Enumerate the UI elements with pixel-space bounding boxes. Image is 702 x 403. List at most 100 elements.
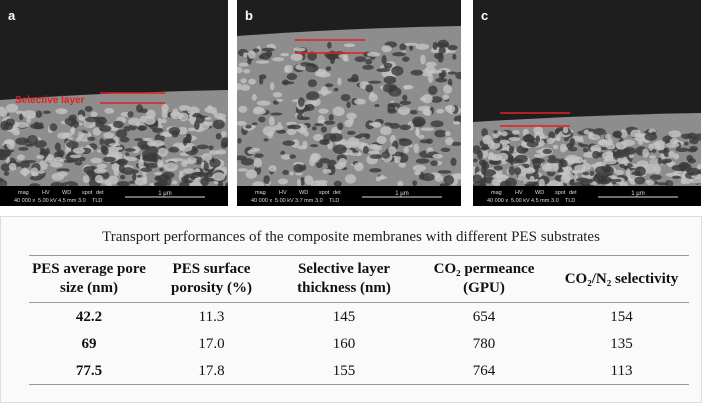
pore <box>93 167 107 174</box>
pore <box>140 167 153 173</box>
pore <box>208 145 214 150</box>
table-cell: 145 <box>332 309 356 325</box>
pore <box>204 106 217 114</box>
table-row: 42.2 11.3 145 654 154 <box>29 303 689 331</box>
pore <box>117 160 128 166</box>
pore <box>362 64 374 70</box>
pore <box>63 159 76 164</box>
pore <box>157 159 162 168</box>
pore <box>348 118 354 124</box>
pore <box>444 131 451 137</box>
pore <box>259 77 264 85</box>
pore <box>552 144 559 150</box>
pore <box>665 179 674 188</box>
pore <box>673 153 680 160</box>
pore <box>96 163 108 169</box>
pore <box>179 143 193 152</box>
pore <box>15 137 29 146</box>
info-value: TLD <box>565 198 575 204</box>
pore <box>108 143 121 147</box>
pore <box>263 138 269 142</box>
table-cell: 42.2 <box>75 309 103 325</box>
pore <box>623 147 637 155</box>
pore <box>668 150 676 158</box>
info-bar <box>237 186 461 206</box>
pore <box>410 69 424 76</box>
pore <box>436 108 445 114</box>
column-header: CO₂/N₂ selectivity <box>554 255 689 303</box>
pore <box>103 132 115 139</box>
pore <box>315 161 323 169</box>
pore <box>598 178 607 184</box>
pore <box>420 54 426 65</box>
pore <box>488 152 494 157</box>
pore <box>0 152 8 161</box>
pore <box>404 42 418 46</box>
pore <box>79 156 86 162</box>
pore <box>668 130 681 138</box>
info-value: 3.0 <box>551 198 559 204</box>
sem-image: c mag 40 000 x HV 5.00 kV WD 4.5 mm spot 3.0 det T… <box>473 0 701 206</box>
pore <box>412 119 426 127</box>
pore <box>112 120 124 129</box>
pore <box>12 129 21 136</box>
pore <box>29 175 43 181</box>
pore <box>303 130 309 137</box>
pore <box>251 122 258 126</box>
table-cell: 155 <box>274 357 414 385</box>
pore <box>422 109 432 116</box>
pore <box>136 174 142 178</box>
pore <box>590 164 597 168</box>
pore <box>567 146 578 152</box>
pore <box>142 137 154 142</box>
pore <box>342 54 348 61</box>
pore <box>389 122 400 129</box>
pore <box>372 121 382 128</box>
pore <box>153 182 167 187</box>
table-row: 77.5 17.8 155 764 113 <box>29 357 689 385</box>
pore <box>154 175 162 182</box>
pore <box>628 153 634 159</box>
pore <box>240 84 251 91</box>
pore <box>538 135 548 140</box>
pore <box>678 161 690 170</box>
pore <box>381 151 391 159</box>
pore <box>123 125 131 132</box>
pore <box>354 135 362 139</box>
pore <box>603 159 617 165</box>
pore <box>346 112 357 120</box>
pore <box>397 105 411 116</box>
pore <box>256 100 271 106</box>
pore <box>168 126 181 135</box>
pore <box>346 130 356 135</box>
pore <box>237 66 243 74</box>
pore <box>354 56 367 63</box>
pore <box>644 132 658 141</box>
pore <box>305 91 320 101</box>
pore <box>142 156 153 162</box>
table-row: 69 17.0 160 780 135 <box>29 330 689 357</box>
pore <box>120 174 126 180</box>
pore <box>675 147 689 152</box>
pore <box>16 154 25 161</box>
info-value: 4.5 mm <box>531 198 550 204</box>
table-cell: 160 <box>332 336 356 352</box>
pore <box>447 71 458 75</box>
pore <box>5 103 19 113</box>
pore <box>634 166 646 177</box>
pore <box>113 166 120 177</box>
pore <box>243 69 251 74</box>
pore <box>125 156 138 162</box>
info-value: 40 000 x <box>251 198 272 204</box>
pore <box>4 121 14 131</box>
pore <box>560 159 568 168</box>
pore <box>653 164 661 175</box>
pore <box>376 135 387 145</box>
pore <box>579 143 589 148</box>
pore <box>380 126 392 136</box>
pore <box>177 126 188 135</box>
pore <box>332 144 347 154</box>
pore <box>307 51 317 61</box>
pore <box>491 178 503 186</box>
pore <box>67 136 74 140</box>
